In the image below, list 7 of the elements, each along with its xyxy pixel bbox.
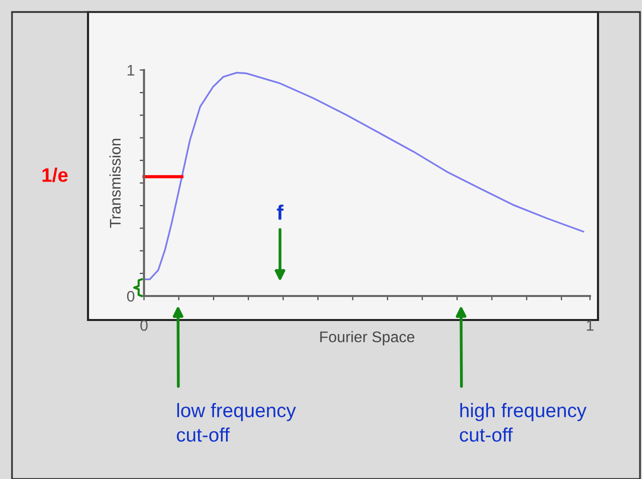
annotation: f [276,204,284,220]
x-axis-title: Fourier Space [320,331,414,346]
text: low frequency cut-off [176,403,296,442]
text: 1/e [42,168,68,182]
line-series [144,72,584,280]
text: high frequency cut-off [460,403,587,442]
y-axis-title: Transmission [109,138,121,228]
